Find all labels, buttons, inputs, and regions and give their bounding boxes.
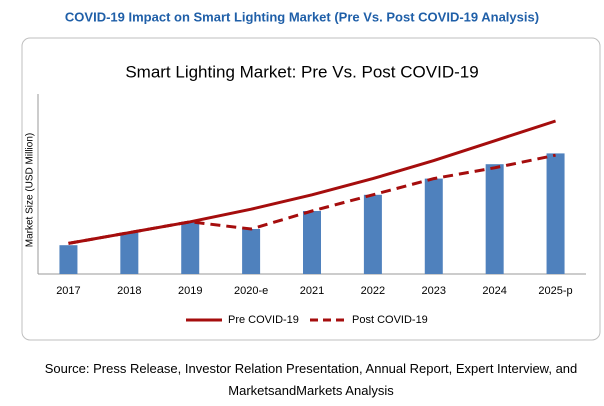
x-tick-label: 2023 [422,285,446,297]
x-tick-label: 2022 [361,285,385,297]
legend-label: Post COVID-19 [352,314,428,326]
bar [424,178,443,274]
bar [303,211,321,274]
x-tick-label: 2020-e [234,285,268,297]
chart-title: Smart Lighting Market: Pre Vs. Post COVI… [125,62,478,81]
line-series [68,153,556,245]
x-tick-label: 2025-p [538,285,572,297]
x-tick-label: 2018 [117,285,141,297]
y-axis-label: Market Size (USD Million) [25,133,36,247]
bar [59,245,78,274]
page-title: COVID-19 Impact on Smart Lighting Market… [65,9,539,24]
x-tick-label: 2019 [178,285,202,297]
bar [363,194,382,274]
x-tick-label: 2017 [56,285,80,297]
bar [181,221,200,274]
bar [485,164,504,274]
x-tick-label: 2024 [482,285,506,297]
bar [546,153,565,274]
chart-frame [21,37,601,341]
bar [242,229,261,274]
source-note: Source: Press Release, Investor Relation… [44,361,578,398]
legend-label: Pre COVID-19 [228,314,299,326]
bar [120,232,139,274]
x-tick-label: 2021 [300,285,324,297]
